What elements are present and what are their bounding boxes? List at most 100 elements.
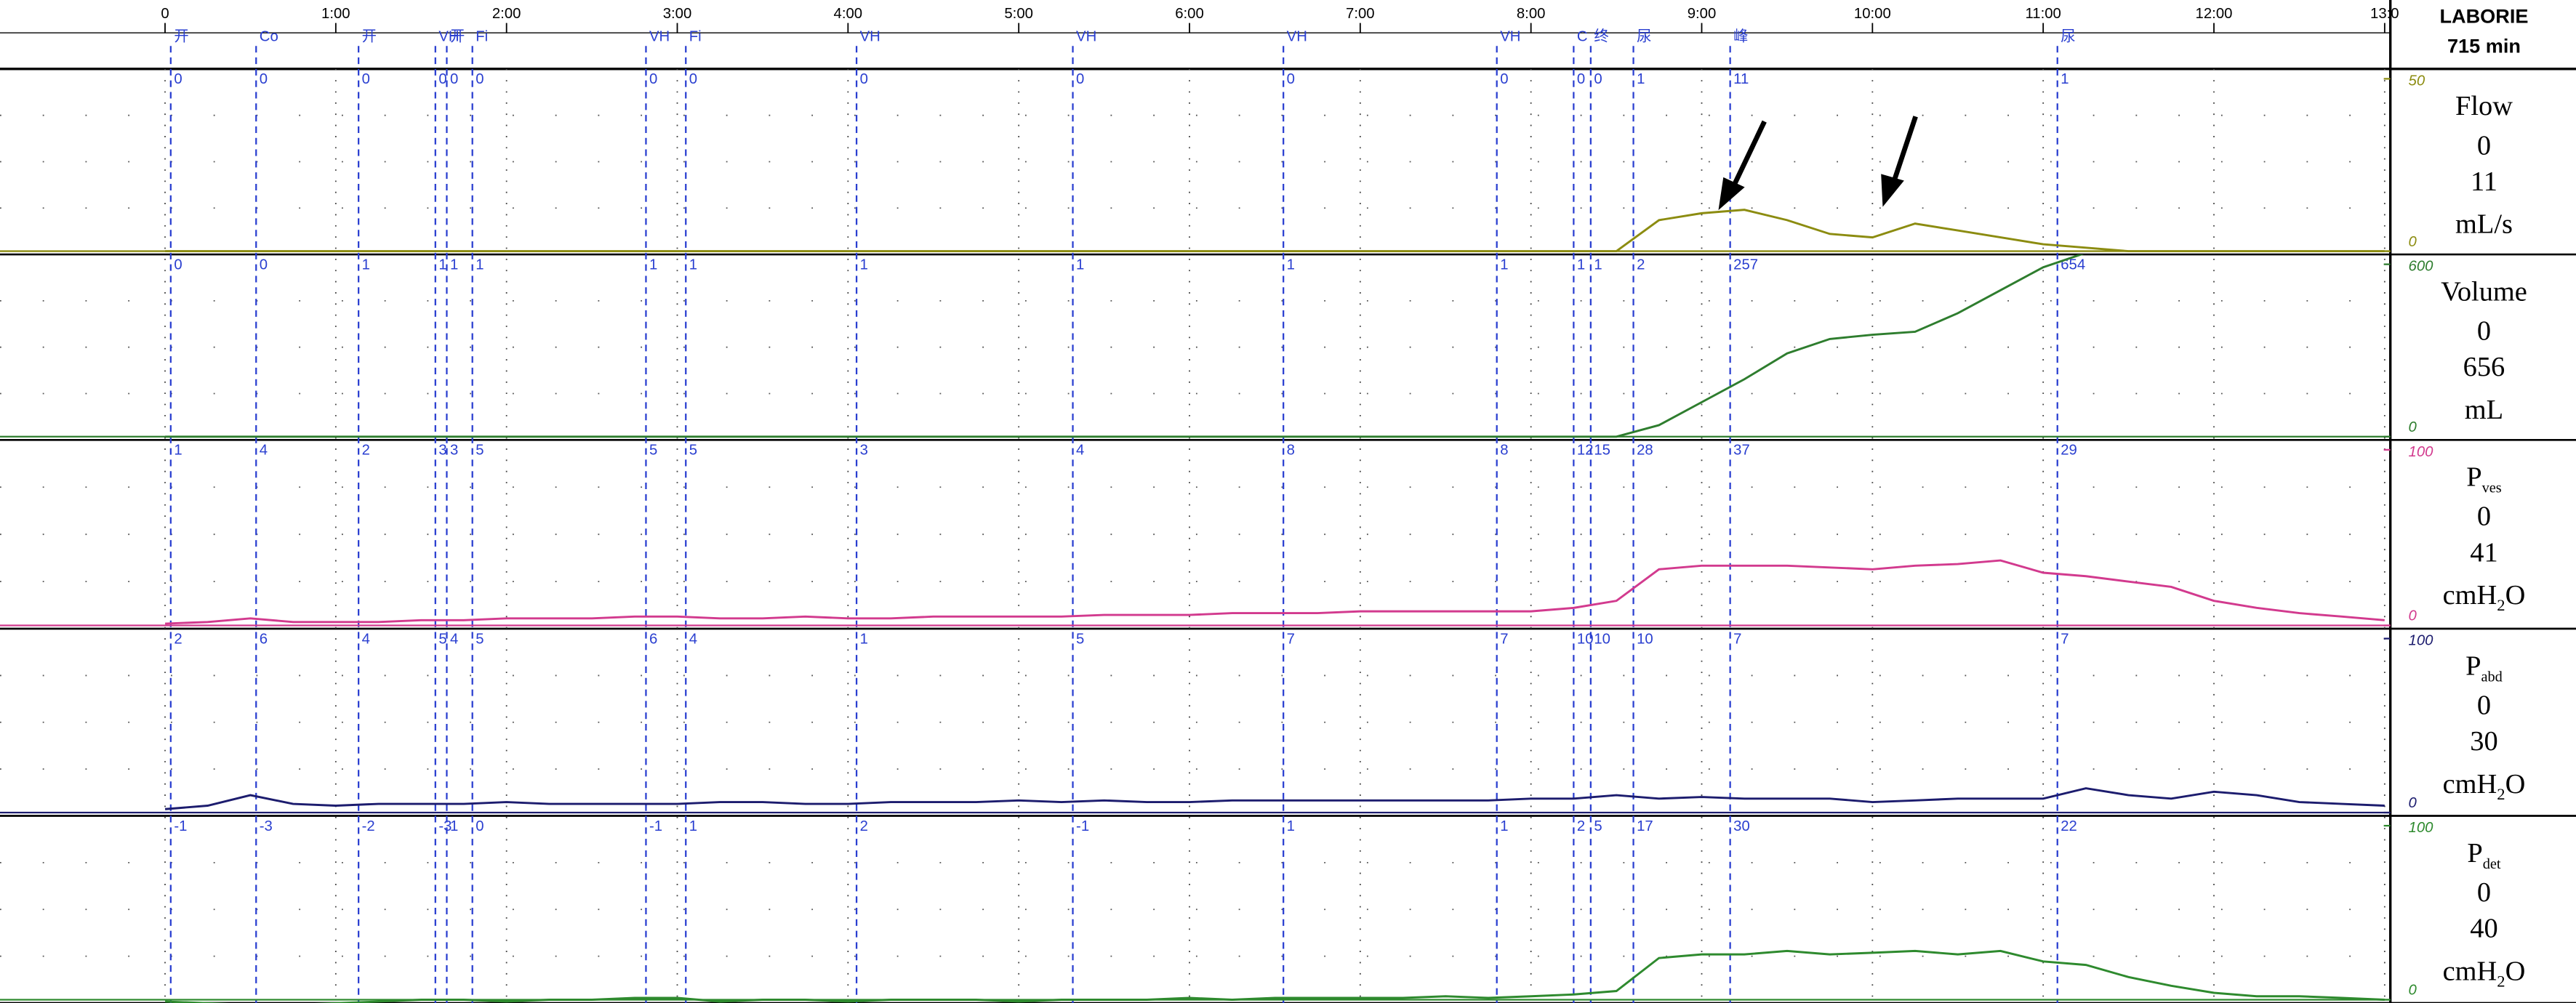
event-label: 尿 (2061, 28, 2075, 44)
event-value: 0 (174, 71, 182, 87)
event-label: Fi (689, 28, 702, 44)
event-value: 8 (1287, 443, 1295, 459)
x-tick-label: 12:00 (2196, 6, 2233, 22)
channel-name-part: P (2465, 650, 2481, 681)
event-label: VH (438, 28, 459, 44)
event-value: 1 (450, 257, 458, 273)
unit-part: cmH (2443, 769, 2497, 799)
x-tick-label: 11:00 (2025, 6, 2061, 22)
readout: 656 (2463, 352, 2505, 382)
unit-part: O (2505, 580, 2526, 611)
event-value: 0 (689, 71, 697, 87)
event-value: 11 (1733, 71, 1749, 87)
event-value: 1 (476, 257, 483, 273)
trace (165, 209, 2385, 253)
event-value: 4 (362, 631, 370, 647)
y-tick-label: 0 (2409, 419, 2417, 435)
event-value: 10 (1594, 631, 1610, 647)
event-value: 4 (260, 443, 268, 459)
event-value: 5 (649, 443, 657, 459)
readout: 0 (2477, 502, 2491, 532)
event-value: 0 (260, 71, 268, 87)
event-value: 1 (689, 818, 697, 834)
x-tick-label: 5:00 (1004, 6, 1033, 22)
event-label: Fi (476, 28, 488, 44)
unit: cmH2O (2443, 769, 2526, 803)
readout: 11 (2471, 166, 2497, 197)
event-value: -3 (260, 818, 273, 834)
event-value: -3 (438, 818, 452, 834)
event-value: 2 (1637, 257, 1645, 273)
event-label: VH (1287, 28, 1307, 44)
readout: 0 (2477, 690, 2491, 720)
event-value: 12 (1577, 443, 1594, 459)
event-value: 1 (1500, 257, 1508, 273)
y-tick-label: 0 (2409, 608, 2417, 624)
trace (164, 787, 2385, 810)
event-value: -1 (174, 818, 187, 834)
event-value: 6 (649, 631, 657, 647)
event-value: 4 (689, 631, 697, 647)
event-label: 峰 (1733, 28, 1748, 44)
event-value: 0 (450, 71, 458, 87)
unit-part: mL (2465, 395, 2503, 425)
x-tick-label: 4:00 (834, 6, 863, 22)
event-value: 0 (1577, 71, 1585, 87)
event-value: 3 (450, 443, 458, 459)
event-value: 5 (1594, 818, 1602, 834)
x-tick-label: 10:00 (1854, 6, 1891, 22)
event-label: VH (1076, 28, 1096, 44)
event-value: 7 (1500, 631, 1508, 647)
unit: mL (2465, 395, 2503, 425)
event-value: 654 (2061, 257, 2085, 273)
event-value: -1 (1076, 818, 1089, 834)
event-value: 1 (438, 257, 446, 273)
event-value: 1 (1076, 257, 1084, 273)
event-value: 0 (1500, 71, 1508, 87)
event-value: 5 (476, 631, 483, 647)
event-value: 3 (860, 443, 868, 459)
unit-part: cmH (2443, 580, 2497, 611)
event-value: 15 (1594, 443, 1610, 459)
arrow (1890, 116, 1918, 187)
unit-part: O (2505, 769, 2526, 799)
x-tick-label: 7:00 (1346, 6, 1375, 22)
event-value: 10 (1577, 631, 1594, 647)
event-value: 5 (476, 443, 483, 459)
event-label: 开 (174, 28, 188, 44)
arrows (1718, 116, 1918, 211)
channel-name-part: P (2466, 462, 2481, 493)
channel-name-part: Volume (2441, 276, 2527, 307)
event-value: 1 (689, 257, 697, 273)
event-value: 2 (860, 818, 868, 834)
event-label: VH (649, 28, 670, 44)
event-value: 0 (174, 257, 182, 273)
channel-subscript: abd (2481, 669, 2502, 685)
event-value: 37 (1733, 443, 1750, 459)
event-value: 7 (1287, 631, 1295, 647)
event-value: 28 (1637, 443, 1653, 459)
event-value: 1 (860, 257, 868, 273)
event-value: 29 (2061, 443, 2077, 459)
arrowhead (1718, 177, 1745, 211)
trace (165, 949, 2385, 1003)
arrowhead (1881, 174, 1904, 207)
channel-name: Pdet (2467, 838, 2501, 872)
readout: 0 (2477, 877, 2491, 908)
channel-name-part: Flow (2455, 91, 2513, 121)
event-label: 开 (362, 28, 377, 44)
unit-part: 2 (2497, 972, 2505, 990)
event-value: -2 (362, 818, 375, 834)
x-tick-label: 6:00 (1175, 6, 1204, 22)
arrow (1729, 120, 1767, 192)
event-value: 5 (1076, 631, 1084, 647)
unit-part: 2 (2497, 596, 2505, 614)
event-label: VH (860, 28, 880, 44)
event-value: 1 (1287, 818, 1295, 834)
unit: cmH2O (2443, 956, 2526, 990)
y-tick-label: 0 (2409, 795, 2417, 811)
channel-name: Pabd (2465, 650, 2503, 685)
channel-subscript: ves (2482, 480, 2502, 496)
